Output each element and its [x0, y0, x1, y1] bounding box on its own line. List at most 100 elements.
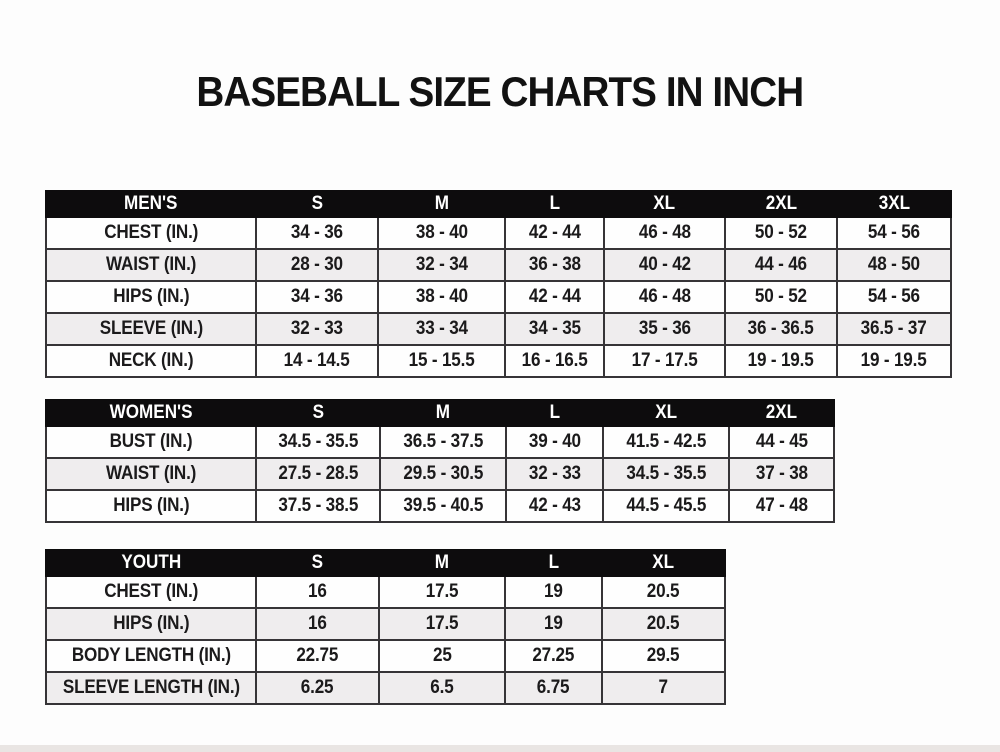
size-value-text: 16: [308, 613, 327, 634]
size-value-cell: 36 - 36.5: [724, 312, 838, 346]
size-value-cell: 7: [601, 671, 726, 705]
size-column-header-text: L: [549, 193, 560, 214]
row-label-text: NECK (IN.): [108, 350, 194, 371]
size-column-header: XL: [603, 190, 726, 218]
size-value-cell: 27.25: [504, 639, 603, 673]
size-column-header-text: XL: [652, 552, 675, 573]
womens-header-row: WOMEN'S S M L XL 2XL: [45, 399, 835, 427]
measurement-row: HIPS (IN.) 37.5 - 38.5 39.5 - 40.5 42 - 43 4…: [45, 489, 835, 523]
size-value-text: 29.5: [647, 645, 680, 666]
size-column-header: M: [379, 399, 507, 427]
size-value-text: 34 - 36: [290, 222, 343, 243]
row-label: WAIST (IN.): [45, 248, 257, 282]
size-value-text: 34 - 35: [528, 318, 581, 339]
row-label: CHEST (IN.): [45, 216, 257, 250]
size-value-cell: 40 - 42: [603, 248, 726, 282]
row-label: HIPS (IN.): [45, 489, 257, 523]
size-value-text: 48 - 50: [867, 254, 920, 275]
measurement-row: WAIST (IN.) 28 - 30 32 - 34 36 - 38 40 - 42 4…: [45, 248, 952, 282]
size-value-text: 42 - 44: [528, 222, 581, 243]
measurement-row: BUST (IN.) 34.5 - 35.5 36.5 - 37.5 39 - 40 4…: [45, 425, 835, 459]
size-value-text: 36.5 - 37.5: [403, 431, 483, 452]
page-title-text: BASEBALL SIZE CHARTS IN INCH: [196, 68, 805, 115]
size-column-header-text: S: [312, 402, 324, 423]
size-column-header-text: XL: [655, 402, 677, 423]
size-value-text: 17.5: [425, 581, 459, 602]
size-value-cell: 17.5: [378, 607, 506, 641]
size-value-text: 39.5 - 40.5: [403, 495, 483, 516]
size-value-cell: 15 - 15.5: [377, 344, 506, 378]
size-value-cell: 39 - 40: [505, 425, 604, 459]
size-value-text: 27.5 - 28.5: [278, 463, 358, 484]
size-value-text: 34.5 - 35.5: [626, 463, 706, 484]
size-value-cell: 6.25: [255, 671, 380, 705]
measurement-row: HIPS (IN.) 34 - 36 38 - 40 42 - 44 46 - 48 50…: [45, 280, 952, 314]
size-value-cell: 32 - 33: [505, 457, 604, 491]
size-value-text: 25: [432, 645, 452, 666]
size-value-cell: 36 - 38: [504, 248, 605, 282]
row-label: NECK (IN.): [45, 344, 257, 378]
size-value-text: 37 - 38: [755, 463, 808, 484]
row-label-text: WAIST (IN.): [105, 254, 197, 275]
size-value-cell: 22.75: [255, 639, 380, 673]
size-value-cell: 38 - 40: [377, 216, 506, 250]
size-column-header: M: [377, 190, 506, 218]
size-column-header: S: [255, 190, 379, 218]
size-value-text: 6.5: [430, 677, 454, 698]
size-value-cell: 17 - 17.5: [603, 344, 726, 378]
size-value-cell: 41.5 - 42.5: [602, 425, 730, 459]
measurement-row: SLEEVE (IN.) 32 - 33 33 - 34 34 - 35 35 - 36…: [45, 312, 952, 346]
size-value-cell: 20.5: [601, 575, 726, 609]
row-label: HIPS (IN.): [45, 607, 257, 641]
size-column-header: 2XL: [724, 190, 838, 218]
size-column-header: L: [504, 190, 605, 218]
size-column-header-text: 2XL: [765, 193, 797, 214]
size-value-text: 39 - 40: [528, 431, 581, 452]
size-value-text: 17.5: [425, 613, 459, 634]
size-value-text: 17 - 17.5: [631, 350, 698, 371]
size-value-cell: 16 - 16.5: [504, 344, 605, 378]
row-label-text: SLEEVE (IN.): [99, 318, 203, 339]
size-value-cell: 37 - 38: [728, 457, 835, 491]
size-value-text: 42 - 43: [528, 495, 581, 516]
mens-table-title: MEN'S: [45, 190, 257, 218]
row-label: WAIST (IN.): [45, 457, 257, 491]
scan-edge-artifact: [0, 745, 1000, 752]
size-column-header-text: M: [434, 193, 449, 214]
size-value-text: 34 - 36: [290, 286, 343, 307]
size-value-cell: 32 - 33: [255, 312, 379, 346]
size-value-cell: 33 - 34: [377, 312, 506, 346]
size-value-text: 33 - 34: [415, 318, 468, 339]
size-value-text: 32 - 33: [290, 318, 343, 339]
size-column-header: 3XL: [836, 190, 952, 218]
size-column-header-text: XL: [653, 193, 676, 214]
size-value-cell: 50 - 52: [724, 280, 838, 314]
row-label: BUST (IN.): [45, 425, 257, 459]
size-column-header-text: S: [311, 193, 323, 214]
size-value-cell: 16: [255, 607, 380, 641]
size-value-text: 19 - 19.5: [748, 350, 814, 371]
size-column-header-text: L: [549, 402, 560, 423]
size-value-cell: 25: [378, 639, 506, 673]
youth-size-table-container: YOUTH S M L XL CHEST (IN.) 16 17.5 19 20.5 HIPS (I…: [45, 549, 726, 705]
size-value-text: 7: [658, 677, 669, 698]
row-label-text: HIPS (IN.): [112, 613, 190, 634]
size-column-header-text: L: [548, 552, 559, 573]
size-value-text: 41.5 - 42.5: [626, 431, 706, 452]
size-value-text: 50 - 52: [754, 286, 807, 307]
size-value-text: 16: [308, 581, 327, 602]
table-title-text: WOMEN'S: [109, 402, 193, 423]
size-value-text: 44.5 - 45.5: [626, 495, 706, 516]
size-column-header-text: 2XL: [765, 402, 798, 423]
table-title-text: MEN'S: [124, 193, 178, 214]
measurement-row: CHEST (IN.) 16 17.5 19 20.5: [45, 575, 726, 609]
row-label-text: BUST (IN.): [109, 431, 193, 452]
size-value-cell: 28 - 30: [255, 248, 379, 282]
size-value-text: 27.25: [532, 645, 575, 666]
measurement-row: WAIST (IN.) 27.5 - 28.5 29.5 - 30.5 32 - 33…: [45, 457, 835, 491]
size-value-text: 38 - 40: [415, 286, 468, 307]
row-label: HIPS (IN.): [45, 280, 257, 314]
size-column-header: XL: [602, 399, 730, 427]
measurement-row: CHEST (IN.) 34 - 36 38 - 40 42 - 44 46 - 48 5…: [45, 216, 952, 250]
womens-size-table-container: WOMEN'S S M L XL 2XL BUST (IN.) 34.5 - 35.5 36.5…: [45, 399, 835, 523]
